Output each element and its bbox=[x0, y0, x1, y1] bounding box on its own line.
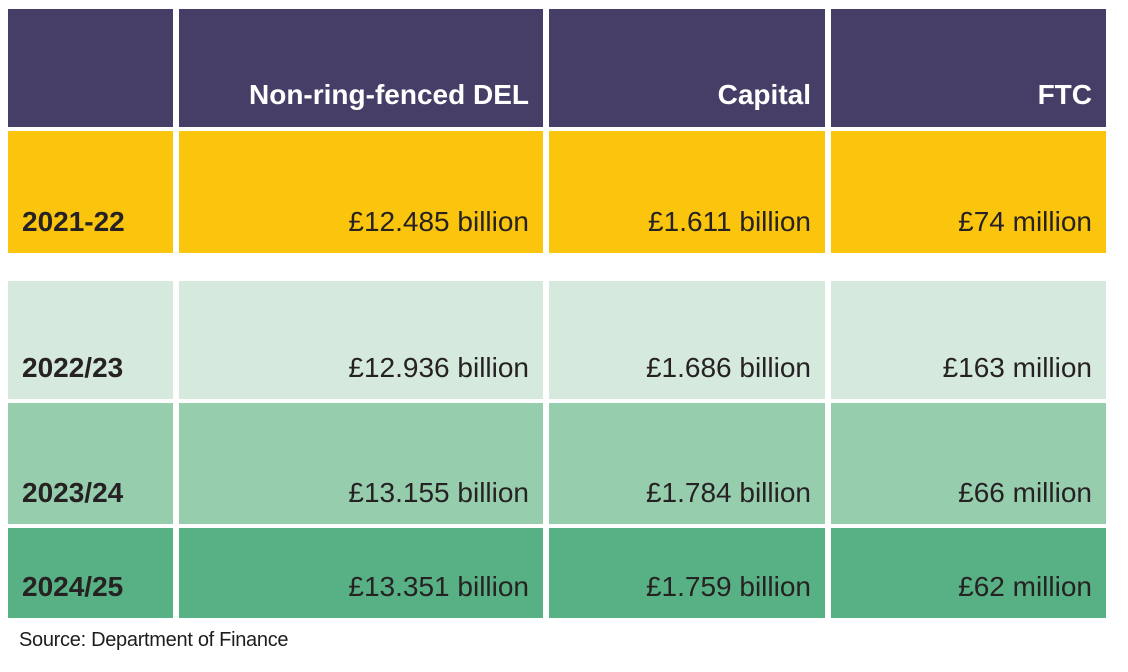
year-cell: 2021-22 bbox=[8, 131, 173, 253]
ftc-value-cell: £66 million bbox=[831, 403, 1106, 524]
table-row-2021-22: 2021-22 £12.485 billion £1.611 billion £… bbox=[8, 131, 1108, 253]
capital-value-cell: £1.611 billion bbox=[549, 131, 825, 253]
capital-value-cell: £1.759 billion bbox=[549, 528, 825, 618]
del-value-cell: £13.351 billion bbox=[179, 528, 543, 618]
header-cell-ftc: FTC bbox=[831, 9, 1106, 127]
table-row-2023-24: 2023/24 £13.155 billion £1.784 billion £… bbox=[8, 403, 1108, 524]
header-cell-capital: Capital bbox=[549, 9, 825, 127]
ftc-value-cell: £163 million bbox=[831, 281, 1106, 399]
year-cell: 2022/23 bbox=[8, 281, 173, 399]
table-row-2022-23: 2022/23 £12.936 billion £1.686 billion £… bbox=[8, 281, 1108, 399]
del-value-cell: £12.936 billion bbox=[179, 281, 543, 399]
del-value-cell: £12.485 billion bbox=[179, 131, 543, 253]
year-cell: 2024/25 bbox=[8, 528, 173, 618]
header-cell-del: Non-ring-fenced DEL bbox=[179, 9, 543, 127]
source-caption: Source: Department of Finance bbox=[19, 629, 289, 651]
ftc-value-cell: £62 million bbox=[831, 528, 1106, 618]
ftc-value-cell: £74 million bbox=[831, 131, 1106, 253]
table-row-2024-25: 2024/25 £13.351 billion £1.759 billion £… bbox=[8, 528, 1108, 618]
del-value-cell: £13.155 billion bbox=[179, 403, 543, 524]
capital-value-cell: £1.686 billion bbox=[549, 281, 825, 399]
header-cell-empty bbox=[8, 9, 173, 127]
budget-table: Non-ring-fenced DEL Capital FTC 2021-22 … bbox=[8, 9, 1108, 618]
table-header-row: Non-ring-fenced DEL Capital FTC bbox=[8, 9, 1108, 127]
year-cell: 2023/24 bbox=[8, 403, 173, 524]
capital-value-cell: £1.784 billion bbox=[549, 403, 825, 524]
